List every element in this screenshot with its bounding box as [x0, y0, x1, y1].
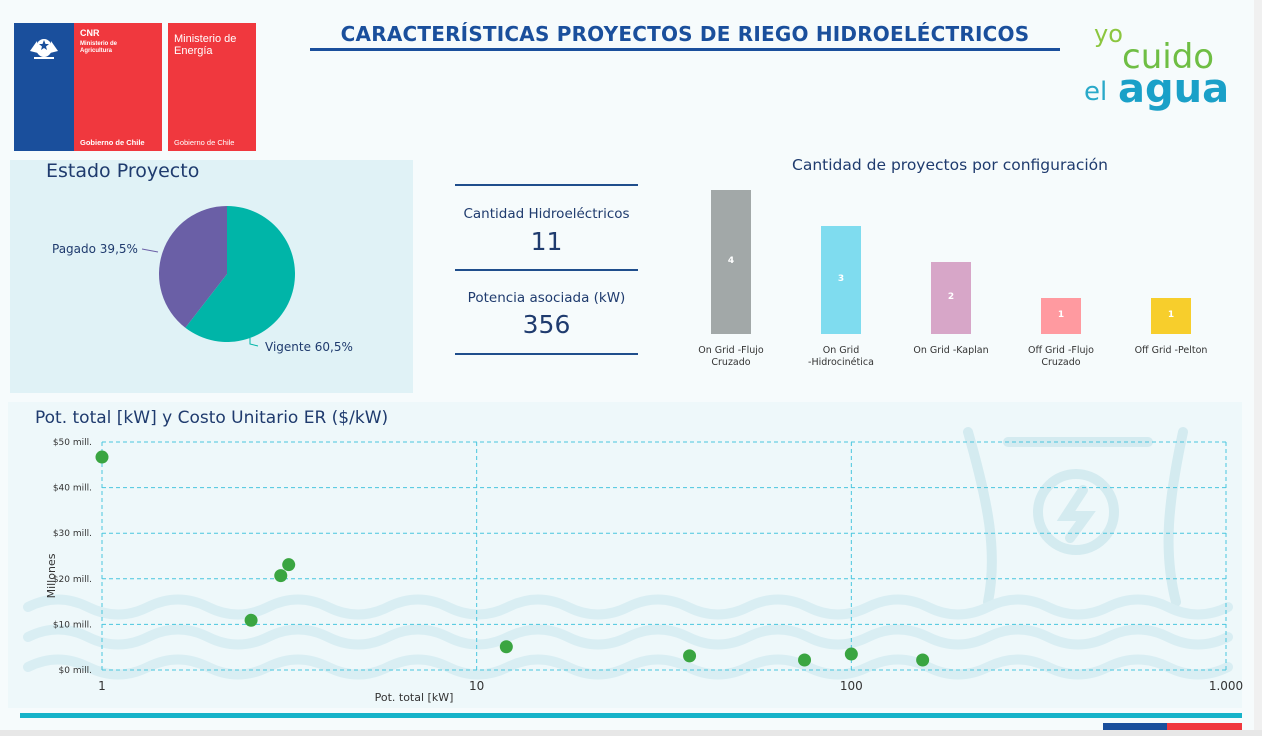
x-tick-label: 10: [469, 679, 484, 693]
scatter-point[interactable]: [95, 450, 109, 464]
watermark-wave-2: [23, 624, 1233, 650]
cnr-logo-name: CNR: [80, 28, 100, 38]
bar-category-label: On Grid -Hidrocinética: [808, 345, 874, 368]
y-tick-label: $30 mill.: [53, 529, 92, 539]
bar-1[interactable]: [711, 190, 751, 334]
energia-logo-name: Ministerio de Energía: [174, 33, 237, 57]
bar-value-label: 1: [1057, 310, 1065, 320]
y-tick-label: $20 mill.: [53, 575, 92, 585]
bottom-strip: [0, 730, 1262, 736]
title-underline: [310, 48, 1060, 51]
scatter-point[interactable]: [683, 649, 697, 663]
kpi-hydro-value: 11: [530, 227, 563, 256]
pie-slice-pagado[interactable]: [158, 206, 227, 328]
footer-flag-red: [1167, 723, 1242, 730]
y-tick-label: $10 mill.: [53, 620, 92, 630]
bar-category-label: On Grid -Kaplan: [913, 345, 989, 356]
scatter-points: [95, 450, 930, 667]
watermark-stroke-left: [963, 427, 997, 607]
bar-chart-title: Cantidad de proyectos por configuración: [792, 156, 1108, 174]
bar-4[interactable]: [1041, 298, 1081, 334]
watermark-wave-1: [23, 594, 1233, 620]
chile-coat-of-arms-icon: [30, 39, 58, 59]
kpi-power-label: Potencia asociada (kW): [467, 290, 626, 306]
cnr-logo-footer: Gobierno de Chile: [80, 138, 145, 147]
x-tick-label: 1: [98, 679, 106, 693]
y-tick-label: $50 mill.: [53, 438, 92, 448]
kpi-rule-top: [455, 184, 638, 186]
bar-category-label: On Grid -Flujo Cruzado: [698, 345, 764, 368]
bar-value-label: 2: [947, 292, 955, 302]
kpi-rule-middle: [455, 269, 638, 271]
cnr-logo: CNR Ministerio de Agricultura Gobierno d…: [14, 23, 162, 151]
watermark-circle: [1033, 469, 1119, 555]
scatter-plot: $0 mill. $10 mill. $20 mill. $30 mill. $40 m…: [45, 438, 1243, 704]
bar-5[interactable]: [1151, 298, 1191, 334]
scatter-point[interactable]: [244, 613, 258, 627]
watermark-stroke-right: [1163, 427, 1188, 607]
bar-value-label: 3: [837, 274, 845, 284]
scatter-point[interactable]: [844, 647, 858, 661]
x-tick-label: 1.000: [1209, 679, 1243, 693]
scatter-point[interactable]: [798, 653, 812, 667]
brand-word-yo: yo: [1094, 20, 1123, 48]
energia-logo-footer: Gobierno de Chile: [174, 138, 235, 147]
bar-value-label: 4: [727, 256, 735, 266]
brand-word-el: el: [1084, 77, 1107, 107]
cnr-logo-subtitle: Ministerio de Agricultura: [80, 41, 118, 54]
watermark-wave-3: [23, 654, 1233, 680]
cnr-logo-blue-block: [14, 23, 74, 151]
watermark-bolt: [1056, 485, 1096, 543]
bar-value-label: 1: [1167, 310, 1175, 320]
scatter-point[interactable]: [282, 558, 296, 572]
y-tick-label: $0 mill.: [59, 666, 92, 676]
footer-flag-blue: [1103, 723, 1167, 730]
estado-pie-chart: [141, 206, 295, 347]
energia-logo: Ministerio de Energía Gobierno de Chile: [168, 23, 256, 151]
pagado-leader-line: [141, 248, 159, 253]
kpi-rule-bottom: [455, 353, 638, 355]
y-tick-label: $40 mill.: [53, 484, 92, 494]
pie-label-pagado: Pagado 39,5%: [52, 242, 138, 256]
estado-proyecto-title: Estado Proyecto: [46, 160, 200, 182]
scatter-point[interactable]: [274, 569, 288, 583]
bar-category-label: Off Grid -Pelton: [1134, 345, 1208, 356]
scatter-panel: [8, 402, 1242, 708]
scatter-title: Pot. total [kW] y Costo Unitario ER ($/k…: [35, 408, 389, 428]
vigente-leader-line: [249, 338, 259, 347]
scrollbar[interactable]: [1254, 0, 1262, 736]
y-axis-label: Millones: [45, 553, 58, 598]
x-tick-label: 100: [840, 679, 863, 693]
x-axis-label: Pot. total [kW]: [375, 691, 454, 704]
kpi-hydro-label: Cantidad Hidroeléctricos: [463, 206, 630, 222]
yo-cuido-el-agua-logo: yo cuido el agua: [1084, 20, 1229, 112]
bar-category-label: Off Grid -Flujo Cruzado: [1027, 345, 1094, 368]
scatter-grid: $0 mill. $10 mill. $20 mill. $30 mill. $40 m…: [53, 438, 1243, 693]
footer-teal-rule: [20, 713, 1242, 718]
scatter-point[interactable]: [499, 640, 513, 654]
bar-2[interactable]: [821, 226, 861, 334]
pie-label-vigente: Vigente 60,5%: [265, 340, 353, 354]
bar-3[interactable]: [931, 262, 971, 334]
page-title: CARACTERÍSTICAS PROYECTOS DE RIEGO HIDRO…: [340, 22, 1030, 46]
kpi-power-value: 356: [522, 310, 571, 339]
pie-slice-vigente[interactable]: [185, 206, 295, 342]
brand-word-cuido: cuido: [1122, 37, 1214, 77]
estado-proyecto-panel: Estado Proyecto Pagado 39,5% Vigente 60,…: [10, 160, 413, 393]
cnr-logo-red-block: CNR Ministerio de Agricultura Gobierno d…: [74, 23, 162, 151]
water-watermark: [23, 427, 1233, 680]
scatter-point[interactable]: [916, 653, 930, 667]
brand-word-agua: agua: [1118, 66, 1229, 112]
